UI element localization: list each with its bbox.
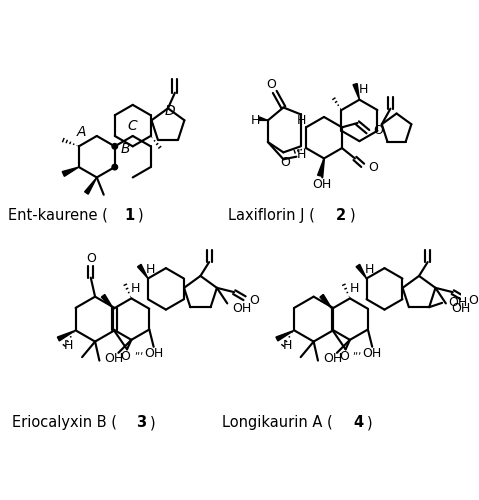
Polygon shape <box>85 178 97 194</box>
Text: H: H <box>283 340 292 352</box>
Circle shape <box>112 144 117 149</box>
Text: OH: OH <box>448 296 468 310</box>
Polygon shape <box>57 330 76 341</box>
Text: H: H <box>146 264 155 276</box>
Text: H: H <box>365 264 374 276</box>
Polygon shape <box>137 264 148 278</box>
Text: O: O <box>120 350 130 363</box>
Text: H: H <box>251 114 261 127</box>
Text: H: H <box>350 282 359 294</box>
Text: ): ) <box>350 208 355 223</box>
Polygon shape <box>259 117 268 120</box>
Text: O: O <box>280 156 290 169</box>
Text: H: H <box>359 83 368 96</box>
Text: H: H <box>297 114 307 127</box>
Text: OH: OH <box>104 352 124 366</box>
Text: B: B <box>121 142 131 156</box>
Text: 4: 4 <box>354 416 364 430</box>
Text: Ent-kaurene (: Ent-kaurene ( <box>8 208 108 223</box>
Text: 2: 2 <box>336 208 346 223</box>
Text: Laxiflorin J (: Laxiflorin J ( <box>228 208 315 223</box>
Polygon shape <box>276 330 294 341</box>
Text: O: O <box>368 160 378 173</box>
Text: H: H <box>64 340 73 352</box>
Polygon shape <box>320 294 332 308</box>
Text: O: O <box>86 252 96 265</box>
Text: OH: OH <box>313 178 332 191</box>
Polygon shape <box>356 264 366 278</box>
Text: O: O <box>339 350 349 363</box>
Polygon shape <box>353 84 359 100</box>
Text: H: H <box>131 282 140 294</box>
Text: O: O <box>373 124 383 138</box>
Text: A: A <box>77 124 86 138</box>
Text: Eriocalyxin B (: Eriocalyxin B ( <box>11 416 117 430</box>
Text: O: O <box>250 294 260 308</box>
Text: O: O <box>468 294 478 308</box>
Text: ,,,: ,,, <box>353 346 362 356</box>
Polygon shape <box>102 294 114 308</box>
Text: ,,,: ,,, <box>134 346 143 356</box>
Text: O: O <box>266 78 276 92</box>
Text: OH: OH <box>232 302 251 315</box>
Text: OH: OH <box>323 352 342 366</box>
Text: OH: OH <box>363 347 382 360</box>
Text: OH: OH <box>144 347 163 360</box>
Text: Longikaurin A (: Longikaurin A ( <box>222 416 332 430</box>
Text: H: H <box>297 148 307 162</box>
Text: 3: 3 <box>136 416 146 430</box>
Text: D: D <box>164 104 175 118</box>
Text: C: C <box>128 118 137 132</box>
Text: ): ) <box>138 208 144 223</box>
Circle shape <box>112 164 117 170</box>
Text: ): ) <box>149 416 155 430</box>
Polygon shape <box>318 158 324 176</box>
Text: OH: OH <box>451 302 470 315</box>
Polygon shape <box>62 167 79 176</box>
Text: 1: 1 <box>125 208 135 223</box>
Text: ): ) <box>367 416 373 430</box>
